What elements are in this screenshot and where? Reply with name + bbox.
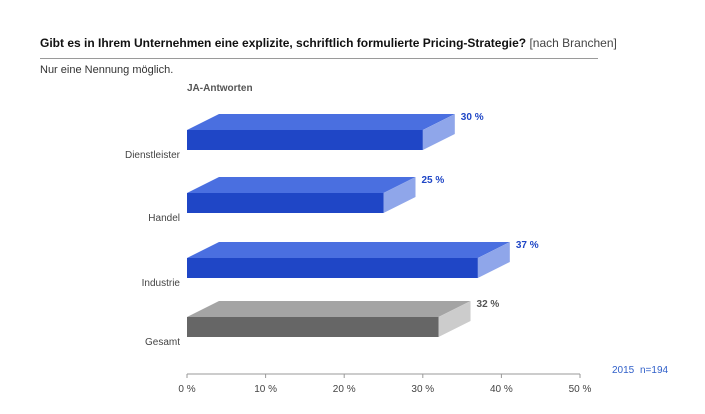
bar-side-face (422, 114, 455, 150)
chart-title-suffix: [nach Branchen] (529, 36, 617, 50)
bar-front-face (187, 258, 478, 278)
answer-note: Nur eine Nennung möglich. (40, 64, 174, 76)
x-tick-label: 20 % (333, 384, 356, 395)
bar-front-face (187, 317, 439, 337)
category-label: Industrie (142, 278, 181, 289)
x-tick-label: 10 % (254, 384, 277, 395)
bar-top-face (187, 301, 471, 317)
value-label: 25 % (422, 175, 445, 186)
value-label: 32 % (477, 299, 500, 310)
x-tick-label: 50 % (569, 384, 592, 395)
chart-title: Gibt es in Ihrem Unternehmen eine expliz… (40, 36, 617, 50)
value-label: 37 % (516, 240, 539, 251)
bar-front-face (187, 130, 423, 150)
bar-side-face (477, 242, 510, 278)
bar-top-face (187, 242, 510, 258)
footer-year: 2015 (612, 365, 635, 376)
x-tick-label: 40 % (490, 384, 513, 395)
title-divider (40, 58, 598, 59)
category-label: Handel (148, 213, 180, 224)
bar-front-face (187, 193, 384, 213)
chart-title-question: Gibt es in Ihrem Unternehmen eine expliz… (40, 36, 527, 50)
x-tick-label: 30 % (411, 384, 434, 395)
footer-sample-size: n=194 (640, 365, 669, 376)
series-label: JA-Antworten (187, 83, 253, 94)
bar-top-face (187, 177, 416, 193)
category-label: Dienstleister (125, 150, 181, 161)
value-label: 30 % (461, 112, 484, 123)
category-label: Gesamt (145, 337, 180, 348)
bar-side-face (383, 177, 416, 213)
x-tick-label: 0 % (178, 384, 195, 395)
bar-top-face (187, 114, 455, 130)
bar-side-face (438, 301, 471, 337)
